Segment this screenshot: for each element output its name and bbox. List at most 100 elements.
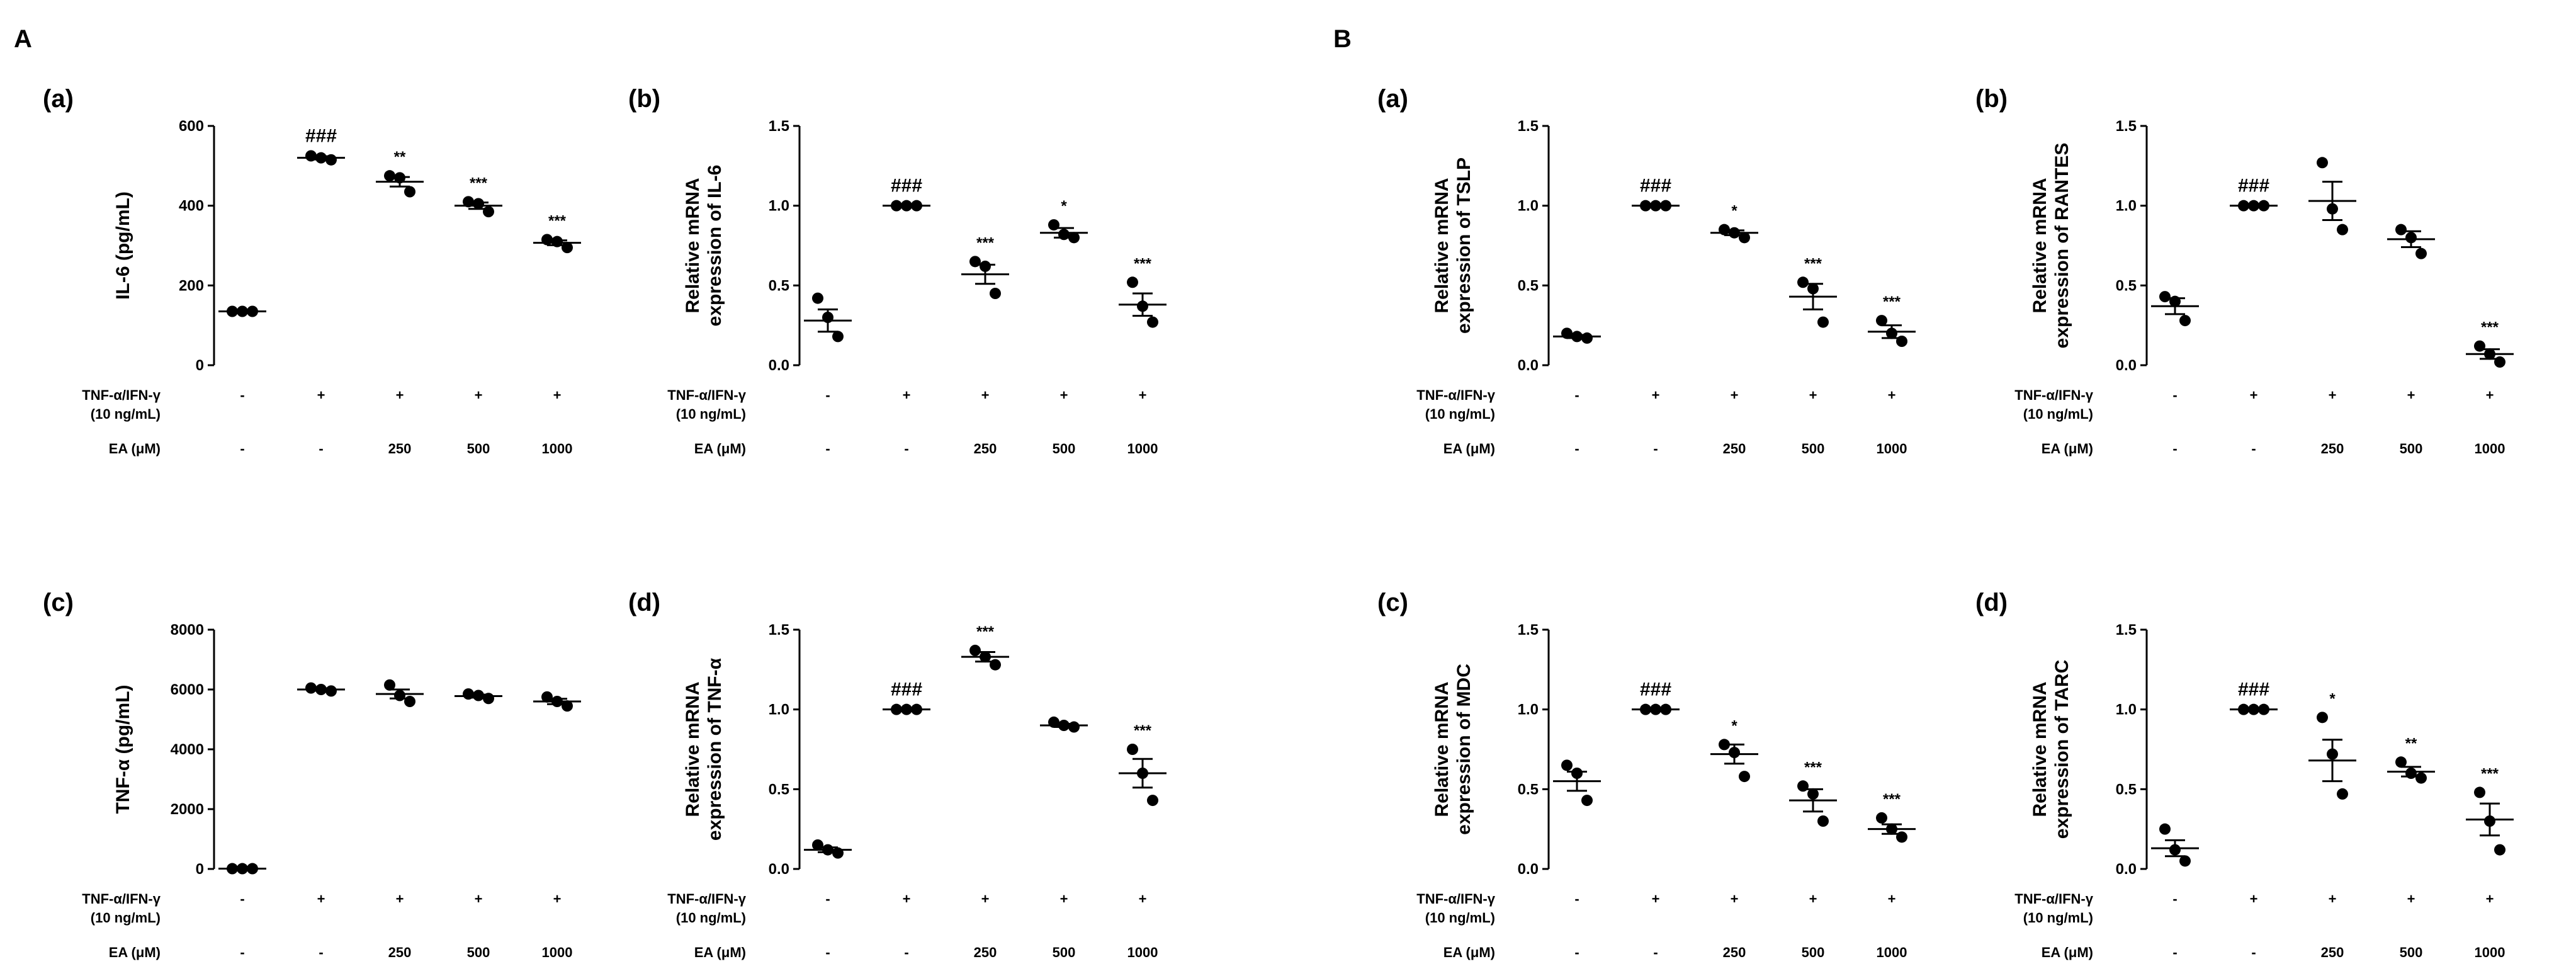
y-tick-label: 0.0 xyxy=(2116,357,2137,374)
significance-marker: * xyxy=(1731,717,1737,734)
condition-value: + xyxy=(2329,387,2337,403)
significance-marker: ### xyxy=(891,176,922,196)
condition-label-ea: EA (μM) xyxy=(1443,441,1495,457)
condition-value: + xyxy=(553,387,562,403)
data-point xyxy=(2179,855,2191,867)
panel-label: (b) xyxy=(628,85,660,113)
data-point xyxy=(1147,795,1158,807)
data-point xyxy=(562,242,573,254)
condition-value: - xyxy=(825,891,830,907)
significance-marker: *** xyxy=(976,623,995,640)
significance-marker: * xyxy=(2329,690,2336,707)
data-point xyxy=(1886,327,1897,339)
y-axis-label: IL-6 (pg/mL) xyxy=(113,191,133,300)
condition-value: + xyxy=(1139,891,1147,907)
data-point xyxy=(2405,232,2417,244)
condition-sublabel-concentration: (10 ng/mL) xyxy=(91,406,161,422)
condition-sublabel-concentration: (10 ng/mL) xyxy=(91,910,161,926)
condition-value: - xyxy=(319,945,323,960)
data-point xyxy=(812,839,823,851)
data-point xyxy=(990,288,1001,299)
significance-marker: *** xyxy=(1804,759,1822,776)
data-point xyxy=(2474,786,2485,798)
condition-sublabel-concentration: (10 ng/mL) xyxy=(2023,910,2093,926)
panel-a-c: (c) TNF-α (pg/mL) 0 2000 4000 6000 8000 TNF-α/I… xyxy=(31,586,611,976)
condition-value: - xyxy=(2251,441,2256,457)
significance-marker: *** xyxy=(548,213,567,230)
condition-label-treatment: TNF-α/IFN-γ xyxy=(1416,891,1495,907)
data-point xyxy=(812,292,823,304)
panel-b-b: (b) Relative mRNA expression of RANTES 0.0 0… xyxy=(1964,82,2543,472)
data-point xyxy=(1807,788,1819,800)
y-axis-label-line2: expression of TSLP xyxy=(1454,157,1474,334)
condition-label-ea: EA (μM) xyxy=(2042,441,2093,457)
significance-marker: ### xyxy=(1640,679,1671,700)
data-point xyxy=(1137,300,1148,312)
condition-label-ea: EA (μM) xyxy=(694,441,746,457)
y-tick-label: 6000 xyxy=(171,681,204,698)
significance-marker: *** xyxy=(976,234,995,251)
data-point xyxy=(2415,772,2427,784)
y-axis-label-line1: Relative mRNA xyxy=(682,178,703,313)
data-point xyxy=(832,331,844,343)
condition-value: - xyxy=(240,387,244,403)
significance-marker: * xyxy=(1061,198,1067,215)
panel-a-d: (d) Relative mRNA expression of TNF-α 0.0 0.… xyxy=(617,586,1196,976)
condition-value: 250 xyxy=(2321,441,2344,457)
data-point xyxy=(2179,315,2191,327)
data-point xyxy=(2317,712,2328,723)
condition-value: + xyxy=(981,891,990,907)
panel-label: (d) xyxy=(628,589,660,616)
data-point xyxy=(2317,157,2328,169)
significance-marker: *** xyxy=(2481,319,2499,336)
significance-marker: * xyxy=(1731,203,1737,220)
condition-value: + xyxy=(1888,387,1896,403)
panel-a-a: (a) IL-6 (pg/mL) 0 200 400 600 ### ** *** *** TNF-… xyxy=(31,82,611,472)
data-point xyxy=(2159,291,2171,303)
chart-svg: (b) Relative mRNA expression of IL-6 0.0 0.5… xyxy=(628,85,1167,457)
condition-value: + xyxy=(553,891,562,907)
significance-marker: *** xyxy=(470,174,488,191)
data-point xyxy=(1797,276,1809,288)
data-point xyxy=(483,693,494,705)
data-point xyxy=(1127,744,1138,755)
condition-value: + xyxy=(2329,891,2337,907)
panel-label: (d) xyxy=(1975,589,2008,616)
condition-value: - xyxy=(2251,945,2256,960)
panel-label: (a) xyxy=(43,85,74,113)
data-point xyxy=(541,691,553,703)
condition-value: 1000 xyxy=(2475,441,2505,457)
section-label-a: A xyxy=(14,25,32,53)
condition-value: - xyxy=(904,441,908,457)
condition-value: 1000 xyxy=(542,945,573,960)
data-point xyxy=(1058,229,1070,241)
y-axis-label: TNF-α (pg/mL) xyxy=(113,684,133,814)
condition-label-ea: EA (μM) xyxy=(2042,945,2093,960)
data-point xyxy=(1581,332,1593,344)
condition-value: + xyxy=(2407,387,2415,403)
y-axis-label-line1: Relative mRNA xyxy=(682,681,703,817)
data-point xyxy=(980,260,991,272)
condition-value: 250 xyxy=(974,945,997,960)
condition-value: - xyxy=(1574,387,1579,403)
data-point xyxy=(2337,788,2348,800)
significance-marker: ### xyxy=(1640,176,1671,196)
y-axis-label-line1: Relative mRNA xyxy=(1432,178,1452,313)
condition-value: 1000 xyxy=(1127,945,1158,960)
data-point xyxy=(551,235,563,247)
y-tick-label: 1.5 xyxy=(2116,621,2137,638)
condition-label-treatment: TNF-α/IFN-γ xyxy=(2014,387,2093,403)
data-point xyxy=(404,696,415,707)
data-point xyxy=(305,150,317,162)
condition-value: + xyxy=(903,891,911,907)
significance-marker: *** xyxy=(1804,255,1822,272)
condition-value: + xyxy=(981,387,990,403)
significance-marker: ### xyxy=(2238,679,2269,700)
data-point xyxy=(2494,844,2505,856)
data-point xyxy=(325,154,337,166)
condition-value: + xyxy=(396,387,404,403)
data-point xyxy=(384,679,395,691)
y-tick-label: 1.0 xyxy=(769,198,789,215)
data-point xyxy=(2484,815,2495,827)
